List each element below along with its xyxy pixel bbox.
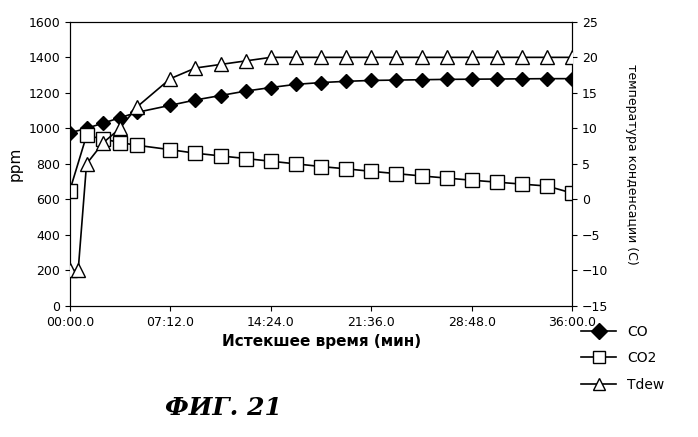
Tdew bbox=[317, 55, 325, 60]
CO bbox=[267, 85, 275, 90]
Y-axis label: температура конденсации (С): температура конденсации (С) bbox=[625, 63, 638, 264]
CO2 bbox=[191, 151, 200, 156]
CO2 bbox=[99, 136, 107, 142]
Tdew bbox=[518, 55, 526, 60]
CO bbox=[543, 76, 551, 81]
CO2 bbox=[267, 159, 275, 164]
Text: ФИГ. 21: ФИГ. 21 bbox=[165, 395, 282, 420]
CO2 bbox=[367, 169, 376, 174]
Tdew bbox=[292, 55, 300, 60]
Legend: CO, CO2, Tdew: CO, CO2, Tdew bbox=[576, 319, 670, 397]
CO bbox=[216, 93, 225, 98]
Tdew bbox=[417, 55, 426, 60]
Tdew bbox=[133, 104, 141, 110]
Tdew bbox=[342, 55, 350, 60]
CO2 bbox=[116, 140, 124, 145]
CO2 bbox=[317, 164, 325, 169]
Tdew bbox=[216, 62, 225, 67]
CO bbox=[82, 126, 91, 131]
Tdew bbox=[568, 55, 577, 60]
CO bbox=[443, 77, 451, 82]
Line: Tdew: Tdew bbox=[63, 50, 579, 277]
CO bbox=[99, 121, 107, 126]
CO2 bbox=[443, 176, 451, 181]
CO bbox=[317, 80, 325, 85]
CO bbox=[166, 103, 174, 108]
Line: CO: CO bbox=[65, 74, 577, 138]
CO2 bbox=[82, 133, 91, 138]
Tdew bbox=[443, 55, 451, 60]
CO bbox=[493, 76, 501, 82]
CO bbox=[292, 82, 300, 87]
CO2 bbox=[216, 153, 225, 159]
Tdew bbox=[116, 126, 124, 131]
Tdew bbox=[267, 55, 275, 60]
CO2 bbox=[468, 177, 476, 183]
CO2 bbox=[392, 171, 401, 176]
CO2 bbox=[133, 142, 141, 148]
CO2 bbox=[342, 166, 350, 171]
CO bbox=[66, 130, 74, 135]
CO bbox=[242, 88, 250, 94]
Tdew bbox=[74, 268, 82, 273]
CO bbox=[518, 76, 526, 81]
Tdew bbox=[166, 76, 174, 81]
Tdew bbox=[66, 268, 74, 273]
CO2 bbox=[292, 161, 300, 166]
CO bbox=[417, 77, 426, 82]
CO2 bbox=[518, 181, 526, 187]
CO bbox=[342, 79, 350, 84]
CO bbox=[116, 115, 124, 120]
CO bbox=[468, 76, 476, 82]
CO2 bbox=[66, 188, 74, 193]
CO2 bbox=[568, 191, 577, 196]
CO2 bbox=[166, 147, 174, 153]
Tdew bbox=[242, 58, 250, 63]
CO bbox=[133, 110, 141, 115]
Tdew bbox=[392, 55, 401, 60]
X-axis label: Истекшее время (мин): Истекшее время (мин) bbox=[221, 334, 421, 349]
CO2 bbox=[242, 156, 250, 161]
CO2 bbox=[417, 173, 426, 179]
Tdew bbox=[493, 55, 501, 60]
Line: CO2: CO2 bbox=[63, 128, 579, 200]
Tdew bbox=[99, 140, 107, 145]
CO2 bbox=[543, 184, 551, 189]
Tdew bbox=[191, 66, 200, 71]
Y-axis label: ppm: ppm bbox=[8, 147, 22, 181]
CO bbox=[568, 76, 577, 81]
Tdew bbox=[367, 55, 376, 60]
CO bbox=[392, 77, 401, 83]
CO bbox=[191, 97, 200, 103]
Tdew bbox=[543, 55, 551, 60]
Tdew bbox=[468, 55, 476, 60]
CO bbox=[367, 78, 376, 83]
CO2 bbox=[493, 180, 501, 185]
Tdew bbox=[82, 161, 91, 166]
